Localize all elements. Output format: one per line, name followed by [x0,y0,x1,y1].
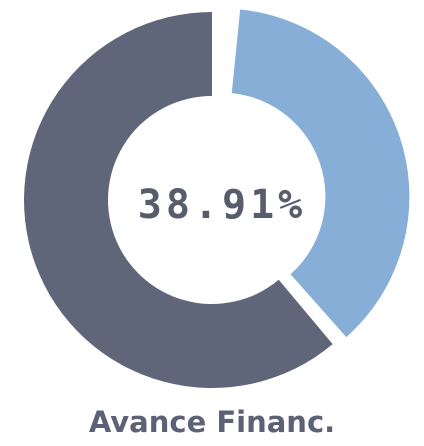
center-label: 38.91% [138,182,307,228]
donut-slice [231,9,410,338]
chart-title: Avance Financ. [89,405,335,439]
donut [23,9,410,389]
donut-slice [23,12,333,389]
